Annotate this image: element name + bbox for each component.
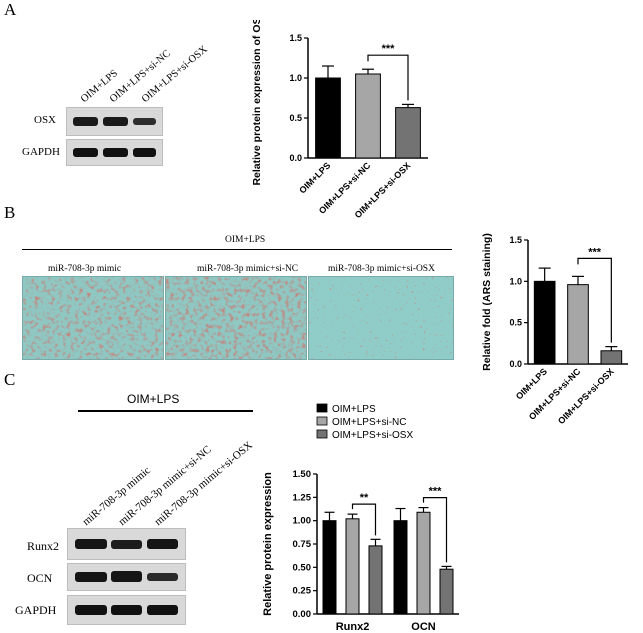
significance-bracket [351,503,377,536]
y-tick-label: 0.5 [509,318,522,328]
significance-marker: *** [429,486,443,498]
photo-label: miR-708-3p mimic [48,264,122,274]
header-underline [22,249,452,250]
y-tick-label: 0.25 [293,586,312,597]
bar [355,73,381,159]
y-tick-label: 0.5 [289,113,302,123]
group-header: OIM+LPS [225,235,266,245]
significance-bracket [422,497,448,563]
header-underline [78,410,253,412]
x-tick-label: Runx2 [336,621,370,630]
y-tick-label: 0.00 [293,609,312,620]
chart-osx-expression: 0.0 0.5 1.0 1.5 Relative protein expression … [251,20,428,220]
bar [567,284,589,365]
y-axis-label: Relative protein expression of OSX [251,20,263,186]
y-axis-label: Relative fold (ARS staining) [481,233,493,371]
bar [533,280,556,365]
y-tick-label: 1.5 [509,235,522,245]
bar [600,350,623,365]
legend-swatch [316,429,328,439]
blot-label-osx: OSX [34,114,57,126]
bar [368,545,383,615]
bar [439,568,454,615]
chart-runx2-ocn-expression: OIM+LPS OIM+LPS+si-NC OIM+LPS+si-OSX 0.00 0.… [262,403,459,630]
y-tick-label: 1.00 [293,516,312,527]
y-tick-label: 0.75 [293,539,312,550]
western-blot-gapdh [67,595,186,625]
legend-label: OIM+LPS [332,404,376,415]
x-tick-label: OIM+LPS [514,366,549,401]
y-axis-label: Relative protein expression [262,472,274,616]
y-tick-label: 1.5 [289,33,302,43]
panel-letter-c: C [4,370,16,389]
blot-label-runx2: Runx2 [27,539,60,553]
ars-staining-image [308,276,454,360]
blot-label-gapdh: GAPDH [15,603,57,617]
panel-letter-b: B [4,203,16,222]
bar [315,77,341,159]
ars-staining-image [22,276,164,360]
significance-marker: ** [360,492,369,504]
legend-label: OIM+LPS+si-NC [332,417,406,428]
y-tick-label: 0.0 [289,153,302,163]
y-tick-label: 1.50 [293,469,312,480]
chart-ars-staining: 0.0 0.5 1.0 1.5 Relative fold (ARS staining)… [481,233,628,426]
photo-label: miR-708-3p mimic+si-OSX [328,264,435,274]
y-tick-label: 0.0 [509,359,522,369]
group-header: OIM+LPS [127,392,180,406]
western-blot-runx2 [67,528,186,560]
significance-marker: *** [588,246,602,258]
y-tick-label: 0.50 [293,562,312,573]
y-tick-label: 1.25 [293,492,312,503]
western-blot-osx [66,107,163,136]
photo-label: miR-708-3p mimic+si-NC [197,264,299,274]
significance-bracket [367,54,409,101]
x-tick-label: OIM+LPS [297,160,332,195]
legend-swatch [316,403,328,413]
bar [416,511,431,615]
y-tick-label: 1.0 [289,73,302,83]
western-blot-gapdh [66,139,163,166]
blot-label-ocn: OCN [27,571,53,585]
ars-staining-image [165,276,307,360]
x-tick-label: OIM+LPS+si-OSX [556,366,616,426]
panel-letter-a: A [4,0,17,19]
bar [345,518,360,615]
significance-bracket [577,257,612,343]
bar [322,520,337,615]
bar [395,107,421,159]
y-tick-label: 1.0 [509,276,522,286]
western-blot-ocn [67,563,186,591]
legend-swatch [316,416,328,426]
bar [393,520,408,615]
blot-label-gapdh: GAPDH [22,146,60,158]
x-tick-label: OCN [411,621,436,630]
legend-label: OIM+LPS+si-OSX [332,430,413,441]
significance-marker: *** [382,43,396,55]
